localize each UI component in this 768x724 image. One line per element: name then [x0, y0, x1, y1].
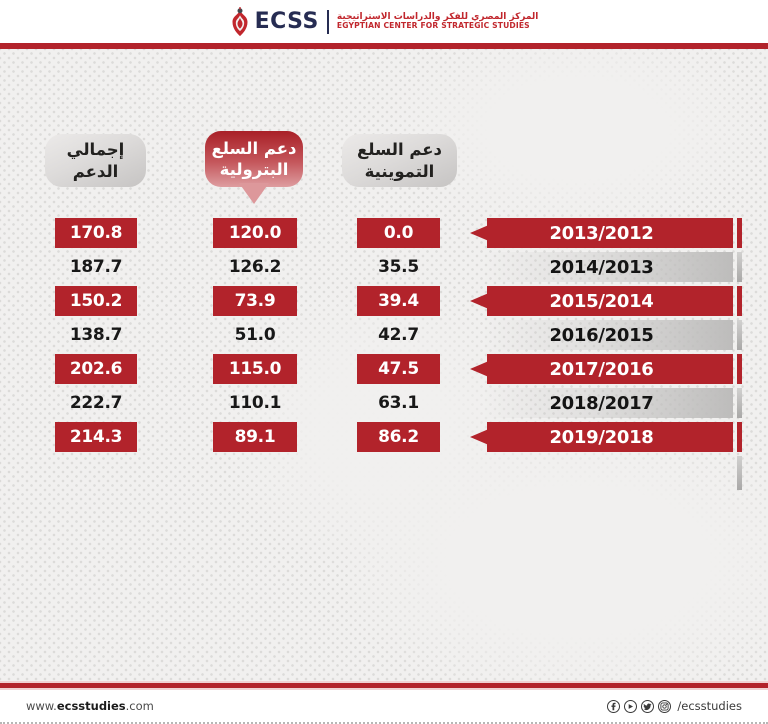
total-subsidy-value: 187.7 — [69, 257, 123, 277]
year-band: 2015/2014 — [470, 286, 733, 316]
logo-divider — [326, 9, 329, 34]
row-edge-bar — [737, 456, 742, 490]
ration-subsidy-value: 42.7 — [378, 325, 419, 345]
row-edge-bar — [737, 354, 742, 384]
ecss-logo: ECSS المركز المصري للفكر والدراسات الاست… — [230, 6, 539, 37]
website-name: ecsstudies — [56, 699, 126, 713]
column-header-ration-subsidy: دعم السلع التموينية — [342, 134, 457, 187]
ration-subsidy-value: 86.2 — [357, 422, 440, 452]
org-names: المركز المصري للفكر والدراسات الاستراتيج… — [337, 12, 539, 31]
petroleum-subsidy-value: 110.1 — [228, 393, 282, 413]
table-row: 187.7 126.2 35.5 2014/2013 — [0, 252, 768, 282]
table-row: 170.8 120.0 0.0 2013/2012 — [0, 218, 768, 248]
year-band: 2017/2016 — [470, 354, 733, 384]
year-label: 2017/2016 — [549, 358, 654, 380]
ration-subsidy-value: 63.1 — [378, 393, 419, 413]
map-fade-patch — [348, 431, 768, 681]
social-links: /ecsstudies — [607, 699, 742, 713]
website-url: www.ecsstudies.com — [26, 699, 154, 713]
petroleum-subsidy-value: 51.0 — [234, 325, 276, 345]
total-subsidy-value: 138.7 — [69, 325, 123, 345]
row-edge-bar — [737, 422, 742, 452]
column-header-total-subsidy: إجمالي الدعم — [45, 134, 146, 187]
year-band: 2016/2015 — [470, 320, 733, 350]
total-subsidy-value: 214.3 — [55, 422, 137, 452]
header: ECSS المركز المصري للفكر والدراسات الاست… — [0, 0, 768, 43]
row-edge-bar — [737, 286, 742, 316]
facebook-icon — [607, 699, 621, 713]
website-suffix: .com — [125, 699, 154, 713]
column-header-line: دعم السلع — [356, 140, 443, 160]
petroleum-subsidy-value: 89.1 — [213, 422, 297, 452]
petroleum-subsidy-value: 126.2 — [228, 257, 282, 277]
year-label: 2019/2018 — [549, 426, 654, 448]
table-row: 150.2 73.9 39.4 2015/2014 — [0, 286, 768, 316]
chart-area: إجمالي الدعم دعم السلع البترولية دعم الس… — [0, 49, 768, 681]
bottom-divider-bar — [0, 681, 768, 690]
year-label: 2015/2014 — [549, 290, 654, 312]
year-band: 2019/2018 — [470, 422, 733, 452]
table-row: 202.6 115.0 47.5 2017/2016 — [0, 354, 768, 384]
petroleum-subsidy-value: 115.0 — [213, 354, 297, 384]
petroleum-subsidy-value: 120.0 — [213, 218, 297, 248]
year-band: 2014/2013 — [470, 252, 733, 282]
year-label: 2016/2015 — [549, 324, 654, 346]
column-header-line: التموينية — [364, 161, 435, 181]
table-row: 138.7 51.0 42.7 2016/2015 — [0, 320, 768, 350]
year-band: 2018/2017 — [470, 388, 733, 418]
ration-subsidy-value: 39.4 — [357, 286, 440, 316]
column-header-petroleum-subsidy: دعم السلع البترولية — [205, 131, 303, 204]
column-header-line: دعم السلع — [211, 138, 297, 158]
total-subsidy-value: 202.6 — [55, 354, 137, 384]
year-label: 2013/2012 — [549, 222, 654, 244]
instagram-icon — [658, 699, 672, 713]
social-handle: /ecsstudies — [677, 699, 742, 713]
org-name-arabic: المركز المصري للفكر والدراسات الاستراتيج… — [336, 11, 539, 22]
top-divider-bar — [0, 43, 768, 49]
ration-subsidy-value: 47.5 — [357, 354, 440, 384]
total-subsidy-value: 170.8 — [55, 218, 137, 248]
petroleum-subsidy-value: 73.9 — [213, 286, 297, 316]
year-label: 2018/2017 — [549, 392, 654, 414]
row-edge-bar — [737, 320, 742, 350]
footer: www.ecsstudies.com /ecsstudies — [0, 690, 768, 724]
ration-subsidy-value: 35.5 — [378, 257, 419, 277]
bubble-tail — [239, 183, 269, 204]
youtube-icon — [624, 699, 638, 713]
logo-text: ECSS — [254, 8, 319, 34]
twitter-icon — [641, 699, 655, 713]
org-name-english: EGYPTIAN CENTER FOR STRATEGIC STUDIES — [336, 21, 530, 31]
total-subsidy-value: 222.7 — [69, 393, 123, 413]
total-subsidy-value: 150.2 — [55, 286, 137, 316]
table-row: 222.7 110.1 63.1 2018/2017 — [0, 388, 768, 418]
year-band: 2013/2012 — [470, 218, 733, 248]
row-edge-bar — [737, 388, 742, 418]
rows: 170.8 120.0 0.0 2013/2012 187.7 126.2 35.5 2014… — [0, 218, 768, 456]
column-header-line: الدعم — [72, 161, 119, 181]
falcon-icon — [232, 6, 248, 36]
ration-subsidy-value: 0.0 — [357, 218, 440, 248]
row-edge-bar — [737, 252, 742, 282]
year-label: 2014/2013 — [549, 256, 654, 278]
row-edge-bar — [737, 218, 742, 248]
column-header-line: إجمالي — [66, 140, 125, 160]
table-row: 214.3 89.1 86.2 2019/2018 — [0, 422, 768, 452]
website-prefix: www. — [26, 699, 57, 713]
column-header-line: البترولية — [219, 160, 289, 179]
